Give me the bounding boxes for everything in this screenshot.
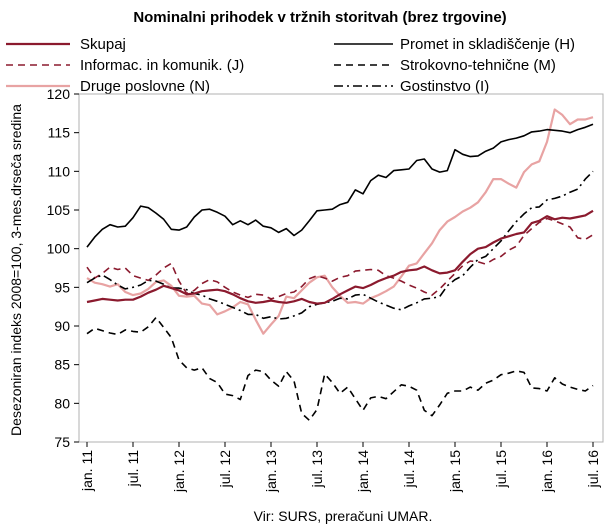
y-axis: 75 80 85 90 95 100 105 110 115 120 [47,86,79,450]
legend-label: Druge poslovne (N) [80,78,210,95]
source-note: Vir: SURS, preračuni UMAR. [254,508,433,524]
y-tick-label: 115 [48,125,71,141]
plot-border [78,93,604,443]
chart-title: Nominalni prihodek v tržnih storitvah (b… [133,9,506,26]
plot-area [78,93,604,443]
x-tick-label: jan. 14 [355,450,371,493]
y-tick-label: 110 [48,163,71,179]
x-tick-label: jan. 13 [263,450,279,493]
legend-label: Skupaj [80,36,126,53]
y-axis-label: Desezoniran indeks 2008=100, 3-mes.drseč… [8,104,24,436]
y-tick-label: 95 [54,279,70,295]
y-tick-label: 80 [54,395,70,411]
legend-label: Informac. in komunik. (J) [80,57,244,74]
legend-label: Gostinstvo (I) [400,78,489,95]
legend-item-informac-in-komunik-j: Informac. in komunik. (J) [6,57,244,74]
series-line-promet-in-skladiscenje-h [86,123,594,248]
y-tick-label: 75 [54,434,70,450]
x-axis: jan. 11 jul. 11 jan. 12 jul. 12 jan. 13 jul. … [79,442,601,493]
legend-item-promet-in-skladiscenje-h: Promet in skladiščenje (H) [334,36,575,53]
series-line-druge-poslovne-n [86,108,594,335]
y-tick-label: 100 [47,241,71,257]
legend-item-gostinstvo-i: Gostinstvo (I) [334,78,489,95]
series-lines [86,108,594,422]
x-tick-label: jul. 13 [309,450,325,489]
series-line-gostinstvo-i [86,170,594,320]
x-tick-label: jul. 12 [217,450,233,489]
y-tick-label: 105 [47,202,71,218]
x-tick-label: jan. 11 [79,450,95,492]
x-tick-label: jul. 15 [493,450,509,489]
y-tick-label: 90 [54,318,70,334]
x-tick-label: jan. 12 [171,450,187,493]
x-tick-label: jul. 11 [125,450,141,488]
legend-label: Promet in skladiščenje (H) [400,36,575,53]
legend-item-strokovno-tehnicne-m: Strokovno-tehnične (M) [334,57,556,74]
series-line-strokovno-tehnicne-m [86,316,594,422]
legend-label: Strokovno-tehnične (M) [400,57,556,74]
x-tick-label: jan. 15 [447,450,463,493]
legend: Skupaj Promet in skladiščenje (H) Informac… [6,36,575,95]
x-tick-label: jul. 16 [585,450,601,489]
y-tick-label: 85 [54,357,70,373]
y-tick-label: 120 [47,86,71,102]
legend-item-skupaj: Skupaj [6,36,126,53]
series-line-skupaj [86,209,594,305]
x-tick-label: jan. 16 [539,450,555,493]
legend-item-druge-poslovne-n: Druge poslovne (N) [6,78,210,95]
x-tick-label: jul. 14 [401,450,417,489]
